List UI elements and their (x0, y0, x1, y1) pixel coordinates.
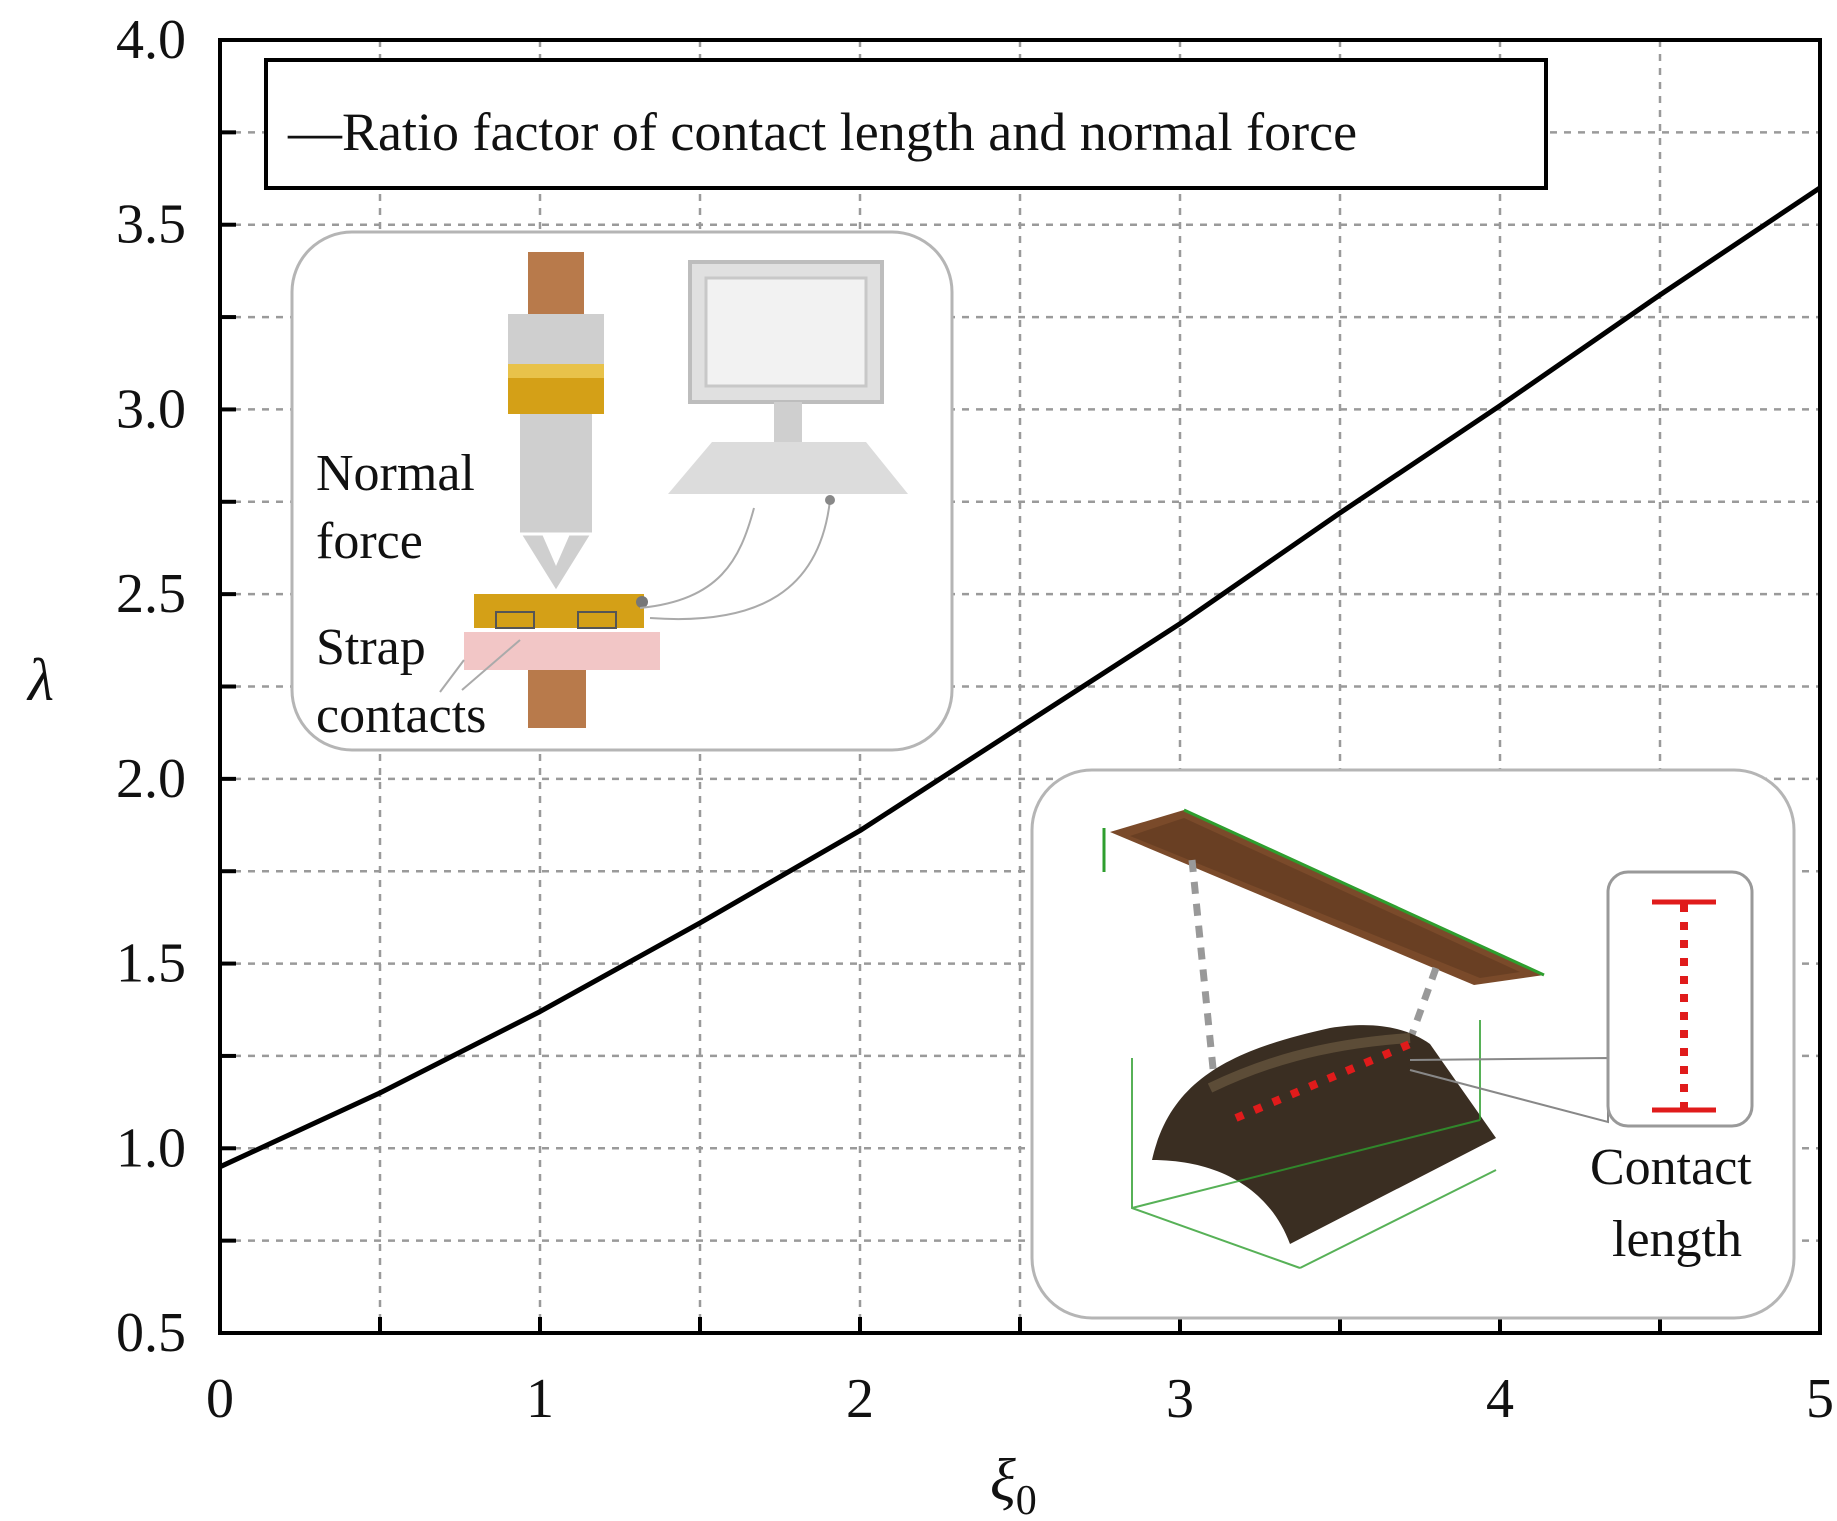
inset-label-contact: Contact (1590, 1139, 1752, 1196)
inset-label-contacts: contacts (316, 687, 486, 744)
series-line (218, 185, 1822, 1170)
x-axis-title: ξ0 (990, 1447, 1037, 1521)
press-top-block (528, 252, 584, 318)
press-bottom-block (528, 670, 586, 728)
y-tick-label: 3.0 (116, 378, 186, 440)
press-holder (508, 314, 604, 366)
legend-box (264, 58, 1548, 190)
y-tick-label: 2.0 (116, 748, 186, 810)
legend-label: —Ratio factor of contact length and norm… (287, 102, 1357, 162)
y-tick-label: 2.5 (116, 563, 186, 625)
strap-layer (464, 632, 660, 670)
y-tick-label: 0.5 (116, 1302, 186, 1364)
y-tick-label: 3.5 (116, 194, 186, 256)
x-tick-label: 5 (1806, 1368, 1834, 1430)
keyboard-base (668, 442, 908, 494)
data-line-layer (218, 185, 1822, 1170)
inset-label-force: force (316, 513, 423, 570)
inset-label-length: length (1612, 1211, 1742, 1268)
x-tick-label: 0 (206, 1368, 234, 1430)
y-tick-label: 1.5 (116, 933, 186, 995)
x-tick-label: 1 (526, 1368, 554, 1430)
press-rod (520, 414, 592, 534)
grid (220, 40, 1820, 1333)
y-axis-title: λ (26, 647, 54, 713)
x-tick-label: 3 (1166, 1368, 1194, 1430)
y-tick-label: 4.0 (116, 9, 186, 71)
signal-line (649, 499, 831, 620)
y-tick-label: 1.0 (116, 1117, 186, 1179)
inset-scan: Contact length (1030, 768, 1796, 1320)
signal-line (639, 507, 755, 609)
axis-ticks: 0 1 2 3 4 5 0.5 1.0 1.5 2.0 2.5 3.0 3.5 4.0 (116, 9, 1834, 1430)
legend: —Ratio factor of contact length and norm… (264, 58, 1548, 190)
inset-label-normal: Normal (316, 445, 475, 502)
monitor-stand (774, 402, 802, 442)
x-tick-label: 2 (846, 1368, 874, 1430)
inset-label-strap: Strap (316, 619, 426, 676)
x-tick-label: 4 (1486, 1368, 1514, 1430)
inset-setup: Normal force Strap contacts (290, 230, 954, 752)
